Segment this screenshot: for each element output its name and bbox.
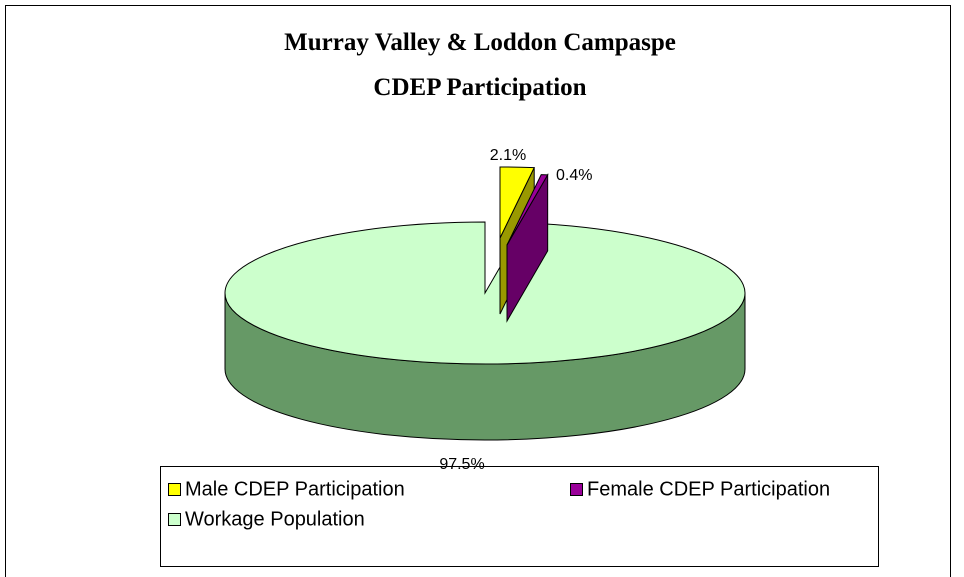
- legend-label: Male CDEP Participation: [185, 478, 405, 500]
- data-label: 2.1%: [490, 147, 526, 164]
- chart-title: Murray Valley & Loddon Campaspe: [284, 29, 676, 56]
- slice: [506, 174, 549, 246]
- legend-swatch: [168, 483, 181, 496]
- chart-border: [5, 5, 951, 577]
- legend-label: Workage Population: [185, 508, 365, 530]
- legend-swatch: [570, 483, 583, 496]
- slice: [499, 166, 535, 239]
- slice: [224, 221, 746, 365]
- data-label: 97.5%: [439, 456, 484, 473]
- legend-label: Female CDEP Participation: [587, 478, 830, 500]
- chart-title: CDEP Participation: [373, 74, 586, 101]
- data-label: 0.4%: [556, 167, 592, 184]
- legend-swatch: [168, 513, 181, 526]
- legend-box: [160, 466, 879, 567]
